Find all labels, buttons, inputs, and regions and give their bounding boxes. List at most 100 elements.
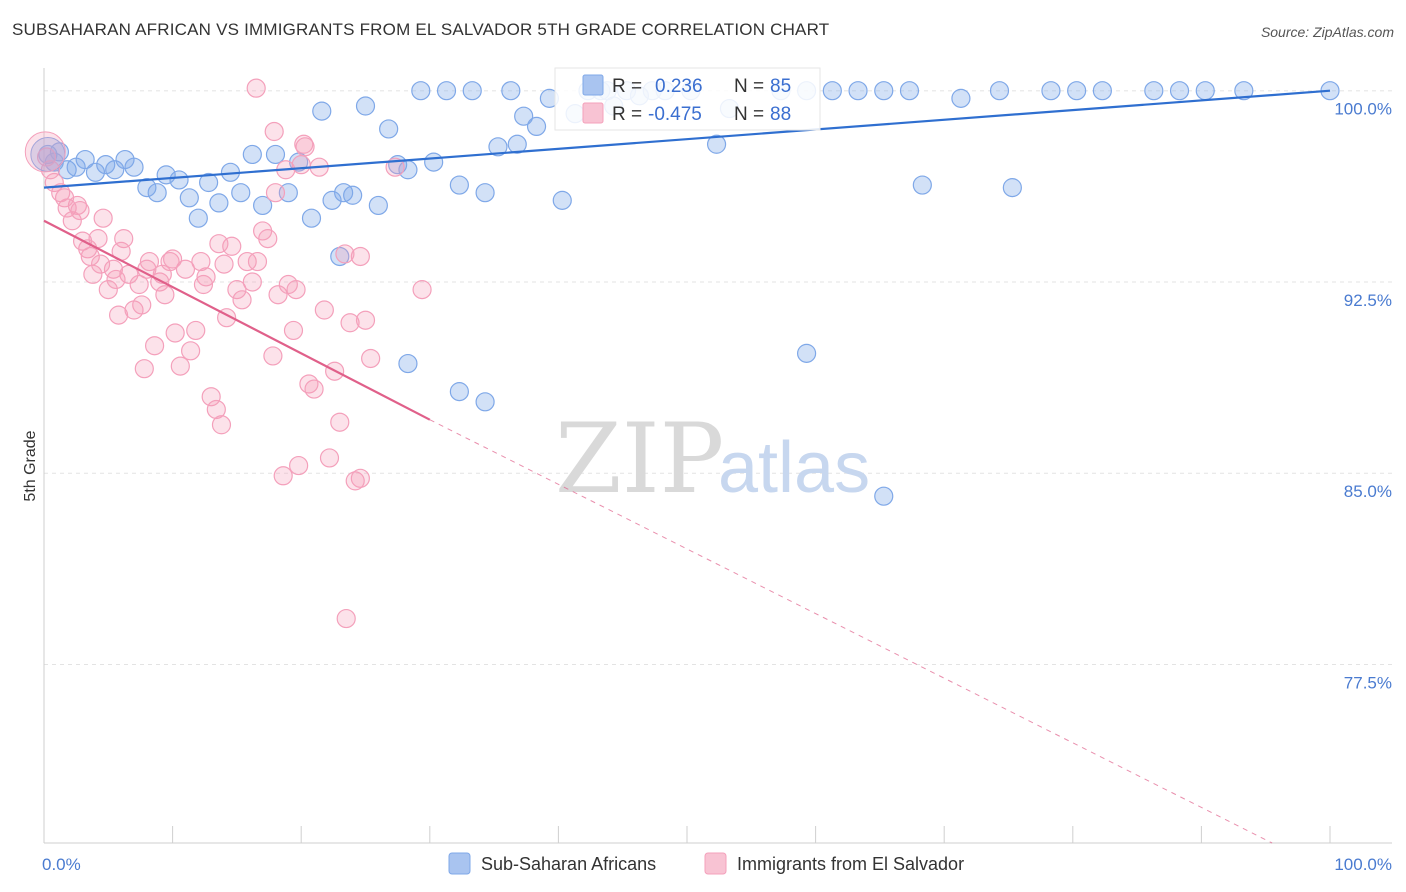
point-el-salvador (340, 313, 360, 333)
point-sub-saharan (526, 116, 547, 137)
point-el-salvador (181, 341, 201, 361)
legend-swatch-pink (582, 102, 604, 124)
point-sub-saharan (1144, 81, 1164, 101)
point-sub-saharan (912, 175, 932, 195)
legend-r-value-blue: 0.236 (655, 76, 703, 97)
point-el-salvador (265, 183, 286, 203)
point-sub-saharan (1092, 81, 1112, 101)
point-el-salvador (191, 251, 211, 272)
point-el-salvador (295, 137, 315, 157)
bottom-legend-label-pink: Immigrants from El Salvador (737, 854, 964, 874)
point-sub-saharan (449, 382, 469, 402)
point-el-salvador (139, 251, 160, 272)
point-el-salvador (163, 249, 183, 269)
x-tick-label-min: 0.0% (42, 855, 81, 874)
point-el-salvador (54, 188, 75, 208)
point-sub-saharan (989, 81, 1010, 101)
point-el-salvador (214, 254, 234, 274)
point-sub-saharan (169, 170, 189, 190)
point-el-salvador-large (24, 131, 66, 173)
point-sub-saharan (1041, 81, 1061, 101)
point-el-salvador (70, 200, 90, 221)
point-el-salvador (283, 320, 304, 341)
point-sub-saharan (188, 208, 208, 228)
point-el-salvador (242, 272, 262, 292)
legend-box: R = 0.236 N = 85 R = -0.475 N = 88 (554, 67, 821, 131)
legend-n-value-pink: 88 (770, 104, 791, 125)
point-el-salvador (263, 346, 283, 366)
x-tick-label-max: 100.0% (1334, 855, 1392, 874)
point-el-salvador (108, 305, 129, 325)
point-sub-saharan (105, 160, 125, 180)
point-el-salvador (246, 78, 266, 98)
point-el-salvador (209, 234, 229, 254)
point-sub-saharan (848, 81, 868, 101)
point-sub-saharan (507, 134, 527, 154)
point-el-salvador (80, 246, 100, 267)
point-el-salvador (314, 300, 334, 320)
point-el-salvador (93, 208, 113, 228)
point-sub-saharan (706, 134, 727, 154)
point-el-salvador (264, 121, 284, 142)
point-el-salvador (175, 259, 196, 279)
point-sub-saharan (514, 106, 534, 126)
legend-n-value-blue: 85 (770, 76, 791, 97)
point-sub-saharan (475, 392, 495, 412)
point-sub-saharan (822, 81, 842, 101)
point-sub-saharan (552, 190, 572, 210)
point-el-salvador (273, 466, 293, 486)
point-sub-saharan (462, 81, 482, 101)
point-el-salvador (98, 280, 118, 300)
point-el-salvador (412, 280, 432, 300)
point-el-salvador (385, 157, 405, 177)
point-el-salvador (299, 374, 319, 394)
point-el-salvador (106, 269, 126, 290)
point-el-salvador (232, 290, 252, 310)
point-el-salvador (132, 295, 152, 315)
point-el-salvador (361, 348, 381, 369)
point-el-salvador (227, 280, 247, 300)
point-sub-saharan (1195, 81, 1215, 101)
point-el-salvador (170, 356, 190, 376)
point-sub-saharan (330, 246, 350, 267)
bottom-legend-swatch-pink (704, 852, 727, 875)
point-el-salvador (62, 211, 82, 231)
point-sub-saharan (199, 172, 219, 193)
y-tick-label: 92.5% (1344, 291, 1392, 310)
point-sub-saharan (75, 149, 95, 170)
point-el-salvador (206, 399, 226, 420)
bottom-legend-swatch-blue (448, 852, 471, 875)
y-tick-label: 100.0% (1334, 100, 1392, 119)
point-el-salvador (289, 455, 309, 476)
chart-title: SUBSAHARAN AFRICAN VS IMMIGRANTS FROM EL… (12, 20, 830, 39)
point-el-salvador (330, 412, 350, 432)
point-el-salvador (286, 280, 306, 300)
trend-line-el-salvador-extrapolated (429, 419, 1273, 844)
point-el-salvador (155, 285, 175, 305)
legend-r-value-pink: -0.475 (648, 104, 702, 125)
data-points (24, 78, 1340, 629)
point-el-salvador (186, 320, 206, 341)
legend-n-label-blue: N = (734, 76, 764, 97)
point-el-salvador (268, 285, 288, 305)
point-sub-saharan (1002, 178, 1022, 198)
point-sub-saharan (398, 353, 418, 374)
point-sub-saharan (899, 81, 920, 101)
legend-r-label-blue: R = (612, 76, 642, 97)
point-sub-saharan (1169, 81, 1190, 101)
point-el-salvador (165, 323, 185, 343)
point-sub-saharan (436, 81, 457, 101)
point-el-salvador (211, 415, 232, 435)
tick-labels: 77.5% 85.0% 92.5% 100.0% 0.0% 100.0% (42, 100, 1392, 874)
point-el-salvador (196, 267, 216, 287)
point-el-salvador (247, 251, 268, 272)
point-el-salvador (144, 336, 165, 356)
point-sub-saharan (368, 195, 388, 216)
point-sub-saharan (209, 193, 229, 213)
legend-swatch-blue (582, 74, 604, 96)
point-el-salvador (193, 274, 214, 295)
y-axis-label: 5th Grade (22, 430, 39, 501)
point-sub-saharan (96, 155, 116, 175)
watermark: ZIP atlas (555, 403, 870, 515)
